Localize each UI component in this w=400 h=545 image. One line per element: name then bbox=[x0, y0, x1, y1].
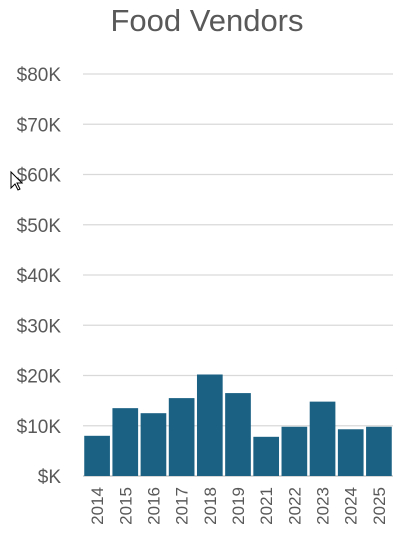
bar-2022 bbox=[281, 426, 308, 476]
arrow-pointer-icon bbox=[10, 170, 24, 191]
y-axis-tick-labels: $K $10K $20K $30K $40K $50K $60K $70K $80K bbox=[17, 65, 62, 488]
x-tick-label: 2018 bbox=[201, 487, 220, 525]
x-tick-label: 2021 bbox=[257, 487, 276, 525]
y-tick-label: $K bbox=[38, 467, 62, 488]
bars bbox=[84, 374, 392, 476]
x-tick-label: 2024 bbox=[342, 487, 361, 525]
x-tick-label: 2019 bbox=[229, 487, 248, 525]
x-tick-label: 2015 bbox=[116, 487, 135, 525]
x-axis-tick-labels: 2014 2015 2016 2017 2018 2019 2021 2022 2023 2024… bbox=[88, 487, 389, 525]
y-tick-label: $70K bbox=[17, 115, 62, 136]
y-tick-label: $10K bbox=[17, 417, 62, 438]
y-tick-label: $30K bbox=[17, 316, 62, 337]
bar-2021 bbox=[253, 436, 280, 476]
y-tick-label: $20K bbox=[17, 367, 62, 388]
bar-2019 bbox=[225, 393, 251, 476]
bar-2023 bbox=[309, 401, 336, 476]
y-tick-label: $80K bbox=[17, 65, 62, 86]
bar-2016 bbox=[140, 413, 167, 476]
y-tick-label: $40K bbox=[17, 266, 62, 287]
bar-2024 bbox=[337, 429, 364, 476]
bar-2018 bbox=[196, 374, 223, 476]
bar-2025 bbox=[366, 426, 392, 476]
chart-title: Food Vendors bbox=[110, 3, 303, 38]
x-tick-label: 2016 bbox=[144, 487, 163, 525]
bar-2017 bbox=[168, 398, 195, 476]
bar-2014 bbox=[84, 435, 110, 476]
y-tick-label: $60K bbox=[17, 166, 62, 187]
x-tick-label: 2025 bbox=[370, 487, 389, 525]
bar-2015 bbox=[112, 408, 139, 476]
x-tick-label: 2023 bbox=[314, 487, 333, 525]
y-tick-label: $50K bbox=[17, 216, 62, 237]
x-tick-label: 2014 bbox=[88, 487, 107, 525]
x-tick-label: 2022 bbox=[285, 487, 304, 525]
x-tick-label: 2017 bbox=[173, 487, 192, 525]
